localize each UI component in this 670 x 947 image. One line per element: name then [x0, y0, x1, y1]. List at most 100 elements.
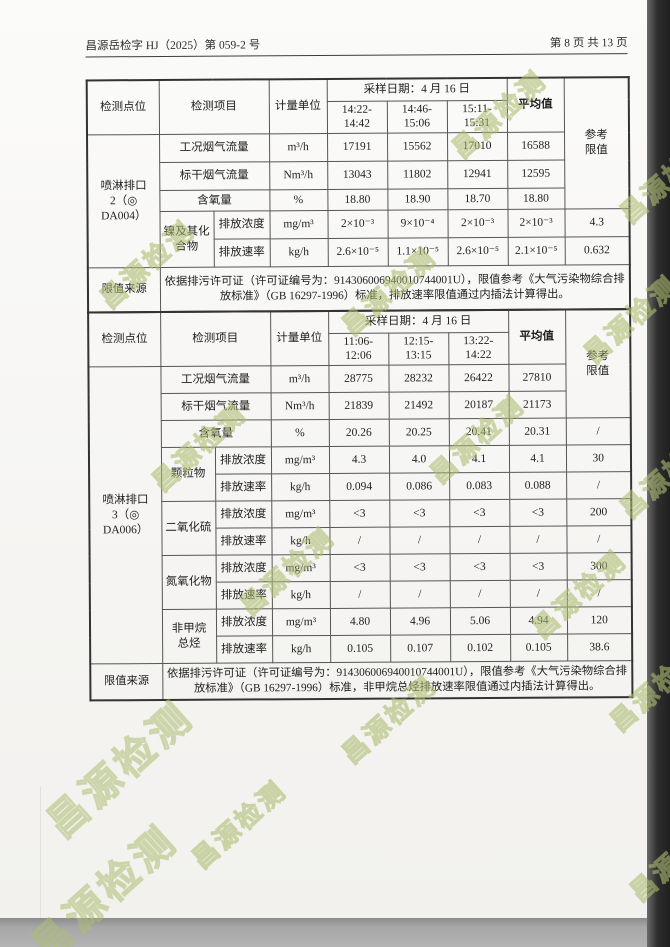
header-sample-date: 采样日期：4 月 16 日 [328, 309, 509, 333]
scanner-edge-bottom [0, 918, 647, 947]
limit-source-text: 依据排污许可证（许可证编号为：914306006940010744001U），限… [159, 265, 631, 312]
cell-average-value: 2×10⁻³ [507, 209, 565, 238]
cell-sample-value: 5.06 [449, 607, 511, 636]
cell-average-value: 21173 [508, 391, 566, 419]
cell-sample-value: 20.41 [448, 418, 509, 447]
cell-sample-value: 4.80 [329, 608, 391, 636]
cell-item-name: 工况烟气流量 [159, 134, 270, 163]
cell-unit: m³/h [269, 133, 328, 163]
cell-unit: % [270, 419, 329, 448]
cell-pollutant-group: 二氧化硫 [161, 501, 216, 556]
header-average: 平均值 [506, 77, 565, 133]
cell-sample-value: 0.107 [390, 635, 451, 663]
header-item: 检测项目 [158, 79, 270, 135]
cell-sample-value: <3 [449, 553, 510, 582]
scanner-edge-right [647, 0, 670, 947]
cell-item-name: 标干烟气流量 [160, 393, 271, 421]
cell-sample-value: / [329, 581, 390, 609]
header-time-range: 14:22-14:42 [326, 100, 388, 134]
cell-item-name: 排放浓度 [214, 447, 272, 475]
cell-sample-value: 4.1 [448, 445, 510, 474]
cell-sample-value: 4.3 [328, 446, 390, 474]
cell-ref-limit: / [566, 579, 632, 608]
cell-sample-value: 28232 [388, 365, 449, 393]
header-point: 检测点位 [86, 79, 160, 136]
cell-sample-value: 2.6×10⁻⁵ [327, 238, 388, 267]
cell-unit: kg/h [271, 473, 330, 502]
cell-ref-limit: 120 [566, 606, 633, 635]
header-ref-limit: 参考 限值 [563, 77, 630, 210]
cell-sample-value: <3 [329, 554, 390, 582]
cell-sample-value: 2×10⁻³ [447, 209, 508, 239]
cell-sample-value: / [329, 527, 390, 555]
cell-sample-value: 18.80 [327, 189, 388, 211]
cell-item-name: 排放浓度 [215, 501, 272, 529]
cell-sample-value: <3 [389, 500, 450, 528]
cell-pollutant-group: 氮氧化物 [161, 555, 216, 610]
cell-ref-limit: 200 [566, 498, 632, 527]
cell-unit: kg/h [271, 527, 330, 556]
cell-average-value: / [509, 526, 567, 554]
report-number: 昌源岳检字 HJ（2025）第 059-2 号 [85, 39, 261, 53]
cell-average-value: / [509, 580, 567, 608]
cell-sample-value: <3 [329, 500, 390, 528]
header-average: 平均值 [508, 309, 566, 365]
monitoring-point-cell: 喷淋排口 2（◎ DA004） [87, 134, 160, 269]
header-unit: 计量单位 [270, 310, 329, 367]
cell-ref-limit: / [566, 525, 632, 554]
cell-sample-value: 20.25 [388, 419, 449, 447]
paper-sheet [0, 0, 647, 918]
cell-sample-value: 4.0 [388, 446, 450, 474]
header-unit: 计量单位 [268, 78, 328, 135]
cell-sample-value: 0.094 [329, 473, 390, 501]
cell-average-value: 18.80 [507, 188, 565, 210]
cell-unit: mg/m³ [271, 608, 331, 637]
cell-unit: Nm³/h [269, 161, 328, 191]
cell-sample-value: 0.105 [330, 635, 391, 663]
cell-sample-value: / [389, 527, 450, 555]
cell-average-value: 4.1 [508, 445, 567, 473]
cell-sample-value: 28775 [328, 365, 389, 393]
header-rule [85, 53, 628, 58]
cell-item-name: 排放浓度 [215, 609, 273, 637]
cell-sample-value: 2.6×10⁻⁵ [447, 237, 508, 267]
document-header: 昌源岳检字 HJ（2025）第 059-2 号 第 8 页 共 13 页 [85, 34, 627, 53]
cell-item-name: 排放速率 [216, 636, 273, 664]
cell-ref-limit: / [566, 471, 632, 500]
cell-sample-value: 12941 [447, 160, 508, 190]
header-sample-date: 采样日期：4 月 16 日 [326, 77, 507, 101]
cell-average-value: 0.088 [509, 472, 567, 500]
cell-sample-value: / [449, 526, 510, 555]
cell-sample-value: 0.086 [389, 473, 450, 501]
cell-sample-value: 9×10⁻⁴ [387, 210, 448, 239]
limit-source-label: 限值来源 [90, 663, 163, 701]
cell-pollutant-group: 镍及其化 合物 [159, 211, 214, 268]
cell-unit: m³/h [270, 365, 329, 394]
cell-ref-limit: / [565, 417, 631, 446]
cell-item-name: 排放速率 [215, 582, 272, 610]
cell-item-name: 排放浓度 [215, 555, 272, 583]
monitoring-table-da006: 检测点位 检测项目 计量单位 采样日期：4 月 16 日 平均值 参考 限值 1… [87, 308, 634, 702]
cell-item-name: 排放速率 [215, 474, 272, 502]
header-time-range: 12:15-13:15 [388, 332, 449, 366]
cell-sample-value: 17010 [447, 132, 508, 162]
cell-sample-value: 18.90 [387, 189, 448, 211]
cell-sample-value: 13043 [327, 161, 388, 190]
cell-sample-value: 17191 [327, 133, 388, 162]
cell-average-value: 27810 [508, 364, 566, 392]
page-number: 第 8 页 共 13 页 [549, 37, 628, 50]
cell-average-value: 16588 [507, 132, 565, 161]
cell-unit: mg/m³ [271, 500, 330, 529]
cell-sample-value: <3 [449, 499, 510, 528]
cell-sample-value: 4.96 [389, 608, 451, 636]
cell-unit: mg/m³ [271, 554, 330, 583]
cell-item-name: 排放速率 [213, 239, 270, 268]
cell-sample-value: 0.083 [449, 472, 510, 501]
header-time-range: 11:06-12:06 [328, 332, 389, 366]
cell-sample-value: 1.1×10⁻⁵ [387, 238, 448, 267]
cell-ref-limit: 0.632 [564, 237, 630, 266]
cell-item-name: 工况烟气流量 [160, 366, 271, 394]
cell-pollutant-group: 非甲烷 总烃 [161, 609, 217, 664]
cell-average-value: 12595 [507, 160, 565, 189]
cell-pollutant-group: 颗粒物 [160, 447, 216, 502]
